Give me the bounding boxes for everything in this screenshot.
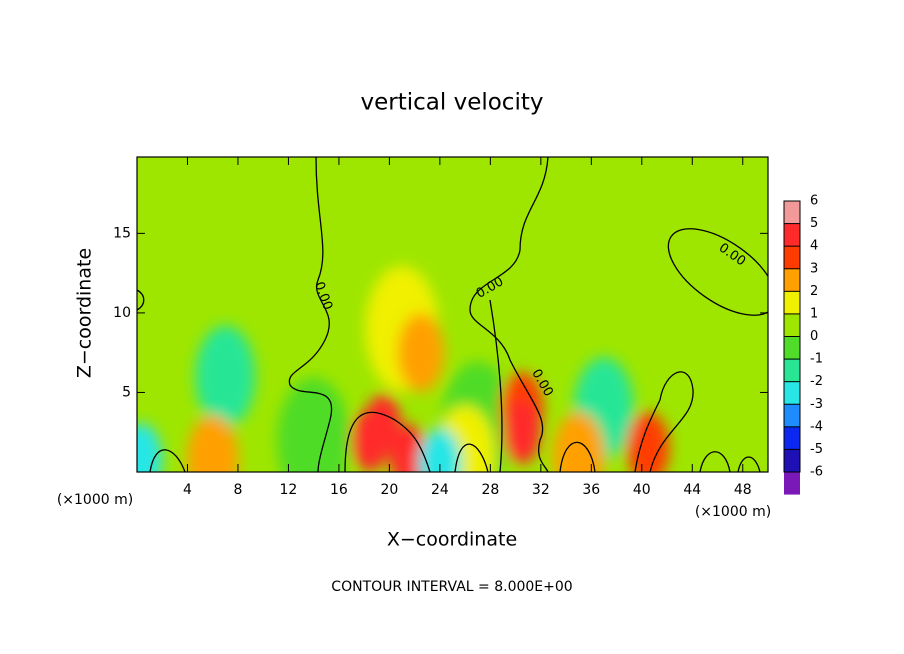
x-unit-label: (×1000 m) (57, 492, 133, 508)
y-tick-label: 15 (113, 225, 131, 241)
colorbar-tick-label: -5 (810, 442, 823, 457)
x-tick-label: 20 (380, 482, 398, 498)
colorbar-tick-label: -3 (810, 397, 823, 412)
x-tick-label: 40 (633, 482, 651, 498)
colorbar-swatch (784, 449, 800, 472)
x-tick-label: 24 (431, 482, 449, 498)
zero-contours (137, 157, 768, 472)
colorbar-tick-label: 0 (810, 329, 818, 344)
colorbar-tick-label: 1 (810, 306, 818, 321)
colorbar-swatch (784, 291, 800, 314)
colorbar-swatch (784, 381, 800, 405)
colorbar-swatch (784, 336, 800, 360)
colorbar-swatch (784, 268, 800, 292)
colorbar-tick-label: 4 (810, 239, 818, 254)
x-tick-label: 44 (683, 482, 701, 498)
x-tick-label: 48 (734, 482, 752, 498)
x-tick-label: 28 (481, 482, 499, 498)
field-peak (195, 325, 256, 428)
colorbar-tick-label: 2 (810, 284, 818, 299)
colorbar-tick-label: -6 (810, 465, 823, 480)
y-tick-label: 5 (122, 384, 131, 400)
field-peak (137, 423, 163, 472)
field-peak (397, 313, 445, 393)
field-peak (365, 394, 402, 455)
x-tick-label: 36 (582, 482, 600, 498)
colorbar-tick-label: 5 (810, 216, 818, 231)
colorbar-swatch (784, 472, 800, 495)
contour-interval-note: CONTOUR INTERVAL = 8.000E+00 (331, 579, 572, 595)
colorbar-swatch (784, 201, 800, 224)
colorbar-tick-label: -4 (810, 419, 823, 434)
colorbar-swatch (784, 404, 800, 427)
colorbar-swatch (784, 426, 800, 450)
colorbar-tick-label: -1 (810, 352, 823, 367)
field-peak (503, 400, 541, 464)
colorbar-swatch (784, 313, 800, 337)
colorbar-tick-label: 6 (810, 194, 818, 209)
x-tick-label: 8 (233, 482, 242, 498)
colorbar-swatch (784, 359, 800, 382)
x-unit-label: (×1000 m) (695, 504, 771, 520)
x-tick-label: 16 (330, 482, 348, 498)
chart-title: vertical velocity (361, 90, 544, 116)
field-peak (186, 415, 239, 472)
y-axis-title: Z−coordinate (74, 248, 96, 378)
x-axis-title: X−coordinate (387, 529, 517, 551)
x-tick-label: 4 (183, 482, 192, 498)
field-peak (277, 377, 351, 472)
colorbar-swatch (784, 223, 800, 247)
x-tick-label: 32 (532, 482, 550, 498)
y-tick-label: 10 (113, 305, 131, 321)
field-peak (626, 412, 670, 472)
field (137, 266, 670, 472)
field-peak (418, 428, 462, 472)
x-tick-label: 12 (280, 482, 298, 498)
colorbar-swatch (784, 246, 800, 269)
colorbar-tick-label: 3 (810, 261, 818, 276)
plot-frame (136, 156, 769, 473)
colorbar-tick-label: -2 (810, 374, 823, 389)
